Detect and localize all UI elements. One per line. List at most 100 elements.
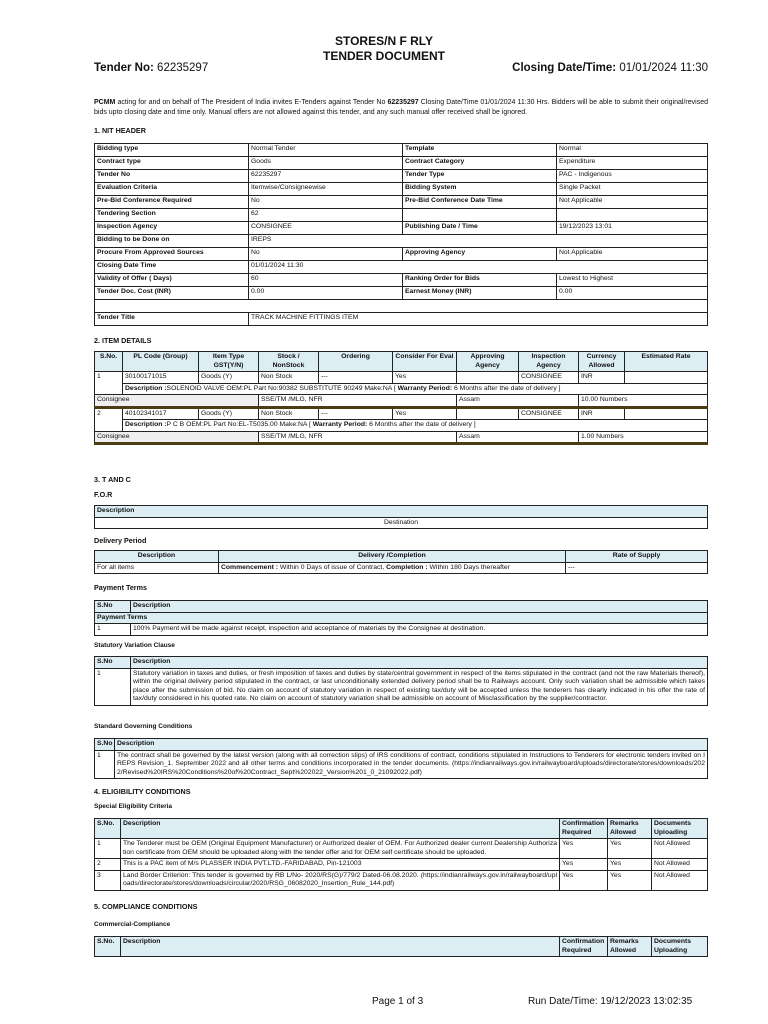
nit-row: Bidding to be Done on IREPS bbox=[94, 234, 708, 248]
warranty-text: 6 Months after the date of delivery ] bbox=[367, 421, 476, 428]
col-header: Delivery /Completion bbox=[218, 550, 566, 563]
criteria-cell: 2 bbox=[94, 858, 121, 871]
nit-value: Not Applicable bbox=[556, 247, 708, 261]
col-header: Item Type GST(Y/N) bbox=[198, 351, 259, 372]
item-cell: Goods (Y) bbox=[198, 406, 259, 420]
nit-header-table: Bidding type Normal Tender Template Normal C… bbox=[94, 143, 708, 326]
consignee-value: SSE/TM /MLG, NFR bbox=[258, 430, 457, 445]
consignee-state: Assam bbox=[456, 394, 579, 409]
criteria-cell: Yes bbox=[559, 869, 608, 891]
nit-value: 01/01/2024 11:30 bbox=[248, 260, 708, 274]
item-cell: Yes bbox=[392, 406, 457, 420]
compliance-table: S.No. Description Confirmation Required Rem… bbox=[94, 936, 708, 957]
nit-value: Normal bbox=[556, 143, 708, 157]
item-cell: 30100171015 bbox=[122, 371, 199, 384]
sno: 1 bbox=[94, 749, 115, 779]
item-row: 1 30100171015 Goods (Y) Non Stock --- Yes CONS… bbox=[94, 371, 708, 395]
nit-label: Evaluation Criteria bbox=[94, 182, 249, 196]
col-header: Description bbox=[114, 738, 708, 751]
criteria-cell: Yes bbox=[607, 858, 652, 871]
svc-desc: Statutory variation in taxes and duties,… bbox=[130, 667, 708, 706]
item-cell: Non Stock bbox=[258, 371, 319, 384]
payment-desc: 100% Payment will be made against receip… bbox=[130, 623, 708, 636]
item-description: Description :SOLENOID VALVE OEM:PL Part … bbox=[122, 382, 708, 395]
nit-row: Procure From Approved Sources No Approving… bbox=[94, 247, 708, 261]
consignee-label: Consignee bbox=[94, 430, 259, 445]
nit-value: No bbox=[248, 247, 403, 261]
nit-label: Template bbox=[402, 143, 557, 157]
nit-label: Procure From Approved Sources bbox=[94, 247, 249, 261]
compliance-sub: Commercial-Compliance bbox=[94, 921, 171, 928]
criteria-cell: Land Border Criterion: This tender is go… bbox=[120, 869, 560, 891]
consignee-state: Assam bbox=[456, 430, 579, 445]
col-header: Documents Uploading bbox=[651, 818, 708, 839]
nit-label: Tender Doc. Cost (INR) bbox=[94, 286, 249, 300]
closing-label: Closing Date/Time: bbox=[512, 62, 617, 74]
item-cell: 1 bbox=[94, 371, 123, 395]
nit-row: Contract type Goods Contract Category Expen… bbox=[94, 156, 708, 170]
nit-label: Approving Agency bbox=[402, 247, 557, 261]
nit-value: TRACK MACHINE FITTINGS ITEM bbox=[248, 312, 708, 326]
delivery-label: Delivery Period bbox=[94, 536, 147, 545]
nit-value: Single Packet bbox=[556, 182, 708, 196]
col-header: S.No bbox=[94, 738, 115, 751]
col-header: S.No. bbox=[94, 936, 121, 957]
nit-row: Tender Doc. Cost (INR) 0.00 Earnest Money … bbox=[94, 286, 708, 300]
eligibility-table: S.No. Description Confirmation Required Rem… bbox=[94, 818, 708, 891]
col-header: Confirmation Required bbox=[559, 818, 608, 839]
run-datetime: Run Date/Time: 19/12/2023 13:02:35 bbox=[528, 996, 693, 1007]
item-cell bbox=[624, 406, 708, 420]
for-label: F.O.R bbox=[94, 490, 113, 499]
col-header: Ordering bbox=[318, 351, 393, 372]
criteria-cell: Yes bbox=[559, 858, 608, 871]
col-header: S.No. bbox=[94, 351, 123, 372]
nit-row: Pre-Bid Conference Required No Pre-Bid Con… bbox=[94, 195, 708, 209]
col-header: Documents Uploading bbox=[651, 936, 708, 957]
eligibility-sub: Special Eligibility Criteria bbox=[94, 803, 173, 810]
nit-label: Tender Title bbox=[94, 312, 249, 326]
delivery-desc: For all items bbox=[94, 561, 219, 574]
nit-value: 0.00 bbox=[248, 286, 403, 300]
nit-row: Evaluation Criteria Itemwise/Consigneewis… bbox=[94, 182, 708, 196]
eligibility-row: 3 Land Border Criterion: This tender is g… bbox=[94, 869, 708, 891]
nit-row: Tender Title TRACK MACHINE FITTINGS ITEM bbox=[94, 312, 708, 326]
criteria-cell: The Tenderer must be OEM (Original Equip… bbox=[120, 838, 560, 859]
compliance-heading: 5. COMPLIANCE CONDITIONS bbox=[94, 902, 198, 911]
col-header: PL Code (Group) bbox=[122, 351, 199, 372]
sno: 1 bbox=[94, 623, 131, 636]
nit-label: Bidding type bbox=[94, 143, 249, 157]
warranty-text: 6 Months after the date of delivery ] bbox=[452, 384, 561, 392]
col-header: S.No bbox=[94, 600, 131, 613]
col-header: Stock / NonStock bbox=[258, 351, 319, 372]
nit-label: Ranking Order for Bids bbox=[402, 273, 557, 287]
delivery-table: Description Delivery /Completion Rate of S… bbox=[94, 550, 708, 574]
for-table: Description Destination bbox=[94, 505, 708, 529]
consignee-value: SSE/TM /MLG, NFR bbox=[258, 394, 457, 409]
sgc-desc: The contract shall be governed by the la… bbox=[114, 749, 708, 779]
criteria-cell: Yes bbox=[607, 869, 652, 891]
nit-value: No bbox=[248, 195, 403, 209]
rate-of-supply: --- bbox=[565, 561, 708, 574]
col-header: Description bbox=[120, 818, 560, 839]
nit-value: 60 bbox=[248, 273, 403, 287]
nit-value: CONSIGNEE bbox=[248, 221, 403, 235]
desc-text: P C B OEM:PL Part No:EL-T5035.00 Make:NA… bbox=[166, 421, 313, 428]
col-header: Rate of Supply bbox=[565, 550, 708, 563]
criteria-cell: Yes bbox=[607, 838, 652, 859]
item-cell: --- bbox=[318, 406, 393, 420]
col-header: Description bbox=[94, 550, 219, 563]
blank-row bbox=[94, 299, 708, 313]
criteria-cell: Not Allowed bbox=[651, 838, 708, 859]
col-header: S.No bbox=[94, 656, 131, 669]
nit-row: Inspection Agency CONSIGNEE Publishing Dat… bbox=[94, 221, 708, 235]
eligibility-row: 1 The Tenderer must be OEM (Original Equi… bbox=[94, 838, 708, 859]
nit-value: Itemwise/Consigneewise bbox=[248, 182, 403, 196]
col-header: Inspection Agency bbox=[518, 351, 579, 372]
page-number: Page 1 of 3 bbox=[372, 996, 424, 1007]
col-header: Currency Allowed bbox=[578, 351, 625, 372]
payment-table: S.No Description Payment Terms 1 100% Paym… bbox=[94, 600, 708, 636]
col-header: Description bbox=[130, 600, 708, 613]
for-col-header: Description bbox=[94, 505, 708, 518]
nit-row: Validity of Offer ( Days) 60 Ranking Order… bbox=[94, 273, 708, 287]
